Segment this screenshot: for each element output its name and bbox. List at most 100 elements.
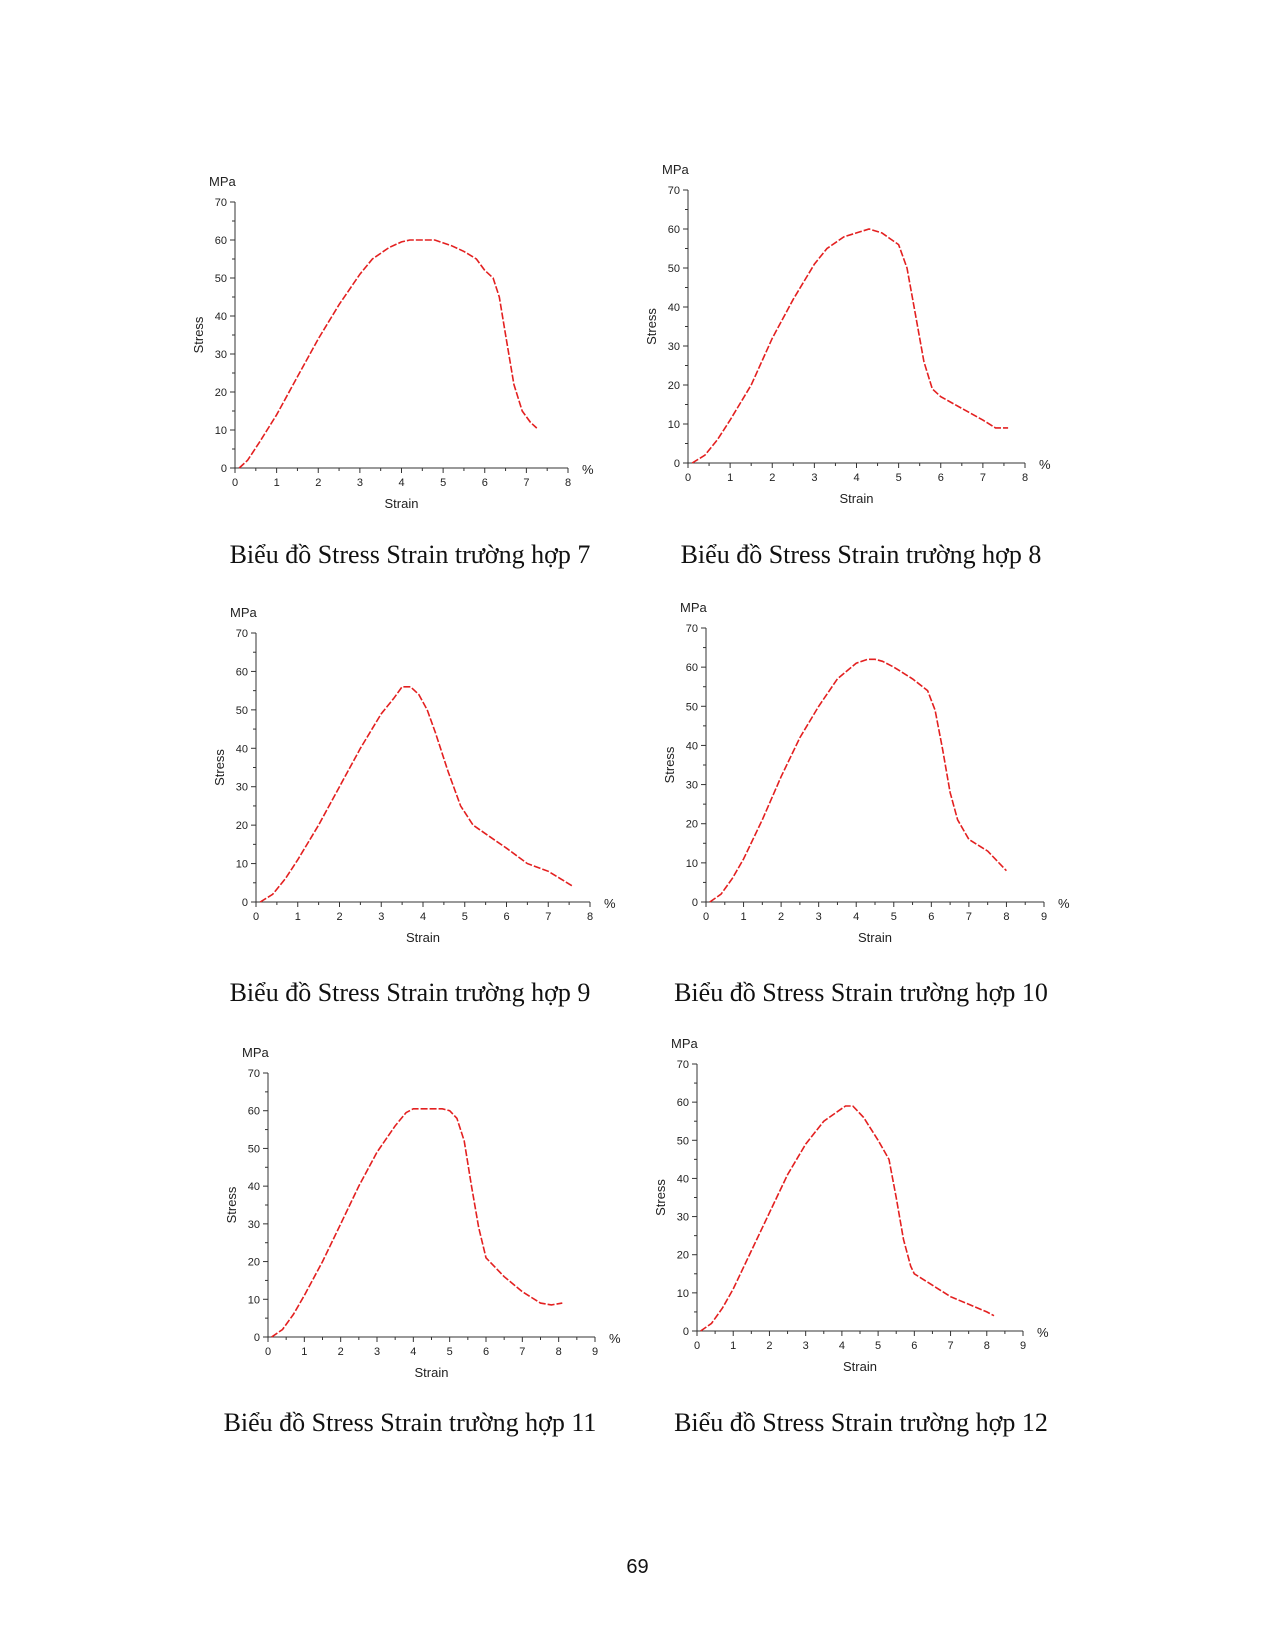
chart-8: 0 10 20 30 40 50 60 70 0 1 2 3 4 5 6 7 8 MPa% Strain Stress — [644, 162, 1051, 506]
y-tick-label: 60 — [677, 1097, 689, 1109]
x-tick-label: 2 — [769, 472, 775, 484]
x-tick-label: 3 — [816, 911, 822, 923]
y-tick-label: 0 — [692, 897, 698, 909]
x-unit-label: % — [582, 462, 594, 477]
stress-strain-curve — [700, 1105, 995, 1332]
stress-strain-curve — [238, 239, 538, 469]
y-tick-label: 50 — [677, 1135, 689, 1147]
stress-strain-curve — [271, 1108, 563, 1338]
y-unit-label: MPa — [242, 1045, 270, 1060]
y-tick-label: 0 — [674, 458, 680, 470]
y-tick-label: 40 — [686, 740, 698, 752]
y-unit-label: MPa — [230, 605, 258, 620]
x-tick-label: 5 — [891, 911, 897, 923]
x-tick-label: 3 — [378, 911, 384, 923]
chart-10: 0 10 20 30 40 50 60 70 0 1 2 3 4 5 6 7 8 9 MPa% Strain Stres… — [662, 600, 1070, 945]
x-tick-label: 7 — [980, 472, 986, 484]
y-tick-label: 70 — [677, 1059, 689, 1071]
y-tick-label: 30 — [248, 1219, 260, 1231]
x-tick-label: 8 — [1003, 911, 1009, 923]
x-tick-label: 9 — [1041, 911, 1047, 923]
y-axis-title: Stress — [653, 1179, 668, 1216]
y-tick-label: 60 — [668, 224, 680, 236]
x-tick-label: 6 — [938, 472, 944, 484]
x-tick-label: 1 — [740, 911, 746, 923]
y-tick-label: 20 — [686, 819, 698, 831]
y-axis-title: Stress — [644, 308, 659, 345]
y-tick-label: 40 — [236, 743, 248, 755]
x-tick-label: 6 — [503, 911, 509, 923]
x-tick-label: 1 — [295, 911, 301, 923]
x-tick-label: 5 — [462, 911, 468, 923]
y-tick-label: 60 — [236, 666, 248, 678]
x-unit-label: % — [609, 1331, 621, 1346]
caption-chart-10: Biểu đồ Stress Strain trường hợp 10 — [674, 978, 1048, 1007]
y-tick-label: 20 — [236, 820, 248, 832]
y-tick-label: 50 — [248, 1143, 260, 1155]
x-tick-label: 1 — [730, 1340, 736, 1352]
x-tick-label: 6 — [911, 1340, 917, 1352]
page-number: 69 — [626, 1556, 649, 1578]
x-unit-label: % — [1037, 1325, 1049, 1340]
y-unit-label: MPa — [209, 174, 237, 189]
y-unit-label: MPa — [671, 1036, 699, 1051]
x-axis-title: Strain — [385, 496, 419, 511]
y-tick-label: 30 — [236, 782, 248, 794]
x-tick-label: 9 — [1020, 1340, 1026, 1352]
x-tick-label: 2 — [338, 1346, 344, 1358]
y-tick-label: 0 — [242, 897, 248, 909]
y-tick-label: 10 — [215, 425, 227, 437]
y-tick-label: 30 — [677, 1212, 689, 1224]
y-axis-title: Stress — [212, 749, 227, 786]
x-tick-label: 8 — [587, 911, 593, 923]
x-tick-label: 0 — [685, 472, 691, 484]
x-tick-label: 6 — [482, 477, 488, 489]
x-tick-label: 2 — [778, 911, 784, 923]
x-tick-label: 8 — [984, 1340, 990, 1352]
x-tick-label: 5 — [896, 472, 902, 484]
x-axis-title: Strain — [840, 491, 874, 506]
caption-chart-11: Biểu đồ Stress Strain trường hợp 11 — [223, 1408, 597, 1437]
y-tick-label: 40 — [668, 302, 680, 314]
y-tick-label: 30 — [686, 780, 698, 792]
x-tick-label: 4 — [420, 911, 426, 923]
y-tick-label: 60 — [215, 235, 227, 247]
x-tick-label: 8 — [556, 1346, 562, 1358]
x-unit-label: % — [1039, 457, 1051, 472]
x-tick-label: 0 — [694, 1340, 700, 1352]
x-tick-label: 5 — [440, 477, 446, 489]
x-tick-label: 1 — [301, 1346, 307, 1358]
y-tick-label: 50 — [215, 273, 227, 285]
stress-strain-curve — [709, 658, 1007, 903]
x-tick-label: 7 — [519, 1346, 525, 1358]
x-axis-title: Strain — [415, 1365, 449, 1380]
chart-12: 0 10 20 30 40 50 60 70 0 1 2 3 4 5 6 7 8 9 MPa% Strain Stres… — [653, 1036, 1049, 1374]
y-tick-label: 0 — [254, 1332, 260, 1344]
y-tick-label: 20 — [668, 380, 680, 392]
chart-7: 0 10 20 30 40 50 60 70 0 1 2 3 4 5 6 7 8 MPa% Strain Stress — [191, 174, 594, 511]
caption-chart-9: Biểu đồ Stress Strain trường hợp 9 — [229, 978, 591, 1007]
x-tick-label: 8 — [565, 477, 571, 489]
x-unit-label: % — [1058, 896, 1070, 911]
y-tick-label: 30 — [215, 349, 227, 361]
x-tick-label: 5 — [875, 1340, 881, 1352]
x-tick-label: 7 — [966, 911, 972, 923]
y-tick-label: 30 — [668, 341, 680, 353]
x-tick-label: 0 — [265, 1346, 271, 1358]
y-tick-label: 70 — [215, 197, 227, 209]
x-tick-label: 4 — [410, 1346, 416, 1358]
y-tick-label: 40 — [248, 1181, 260, 1193]
x-tick-label: 1 — [274, 477, 280, 489]
y-tick-label: 10 — [668, 419, 680, 431]
y-tick-label: 20 — [215, 387, 227, 399]
y-tick-label: 50 — [668, 263, 680, 275]
y-tick-label: 20 — [677, 1250, 689, 1262]
y-tick-label: 10 — [677, 1288, 689, 1300]
y-tick-label: 20 — [248, 1257, 260, 1269]
chart-9: 0 10 20 30 40 50 60 70 0 1 2 3 4 5 6 7 8 MPa% Strain Stress — [212, 605, 616, 945]
x-tick-label: 3 — [803, 1340, 809, 1352]
y-tick-label: 60 — [248, 1106, 260, 1118]
x-tick-label: 9 — [592, 1346, 598, 1358]
x-tick-label: 0 — [232, 477, 238, 489]
x-tick-label: 2 — [766, 1340, 772, 1352]
